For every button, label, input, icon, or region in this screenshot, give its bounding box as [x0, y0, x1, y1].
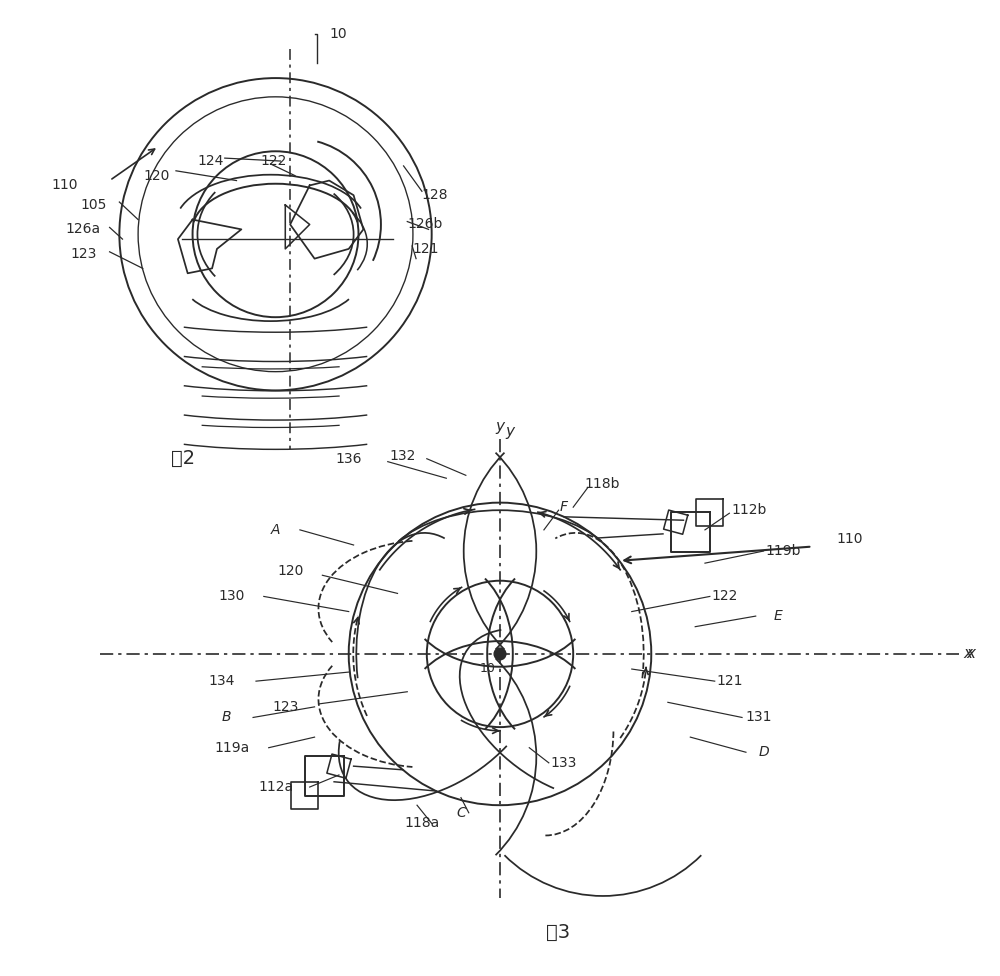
Text: 134: 134 — [209, 674, 235, 688]
Text: 123: 123 — [272, 700, 298, 713]
Text: 122: 122 — [711, 590, 738, 603]
Text: 120: 120 — [277, 564, 303, 578]
Text: 128: 128 — [422, 188, 448, 202]
Text: 118b: 118b — [585, 477, 620, 492]
Text: 122: 122 — [261, 154, 287, 168]
Circle shape — [494, 648, 506, 660]
Text: 112a: 112a — [258, 780, 293, 794]
Text: 118a: 118a — [404, 816, 440, 831]
Text: 110: 110 — [51, 179, 78, 192]
Text: 131: 131 — [745, 711, 772, 724]
Text: 110: 110 — [837, 532, 863, 546]
Text: C: C — [456, 806, 466, 820]
Text: 130: 130 — [218, 590, 245, 603]
Text: 133: 133 — [550, 755, 577, 770]
Text: 123: 123 — [71, 247, 97, 261]
Text: y: y — [496, 420, 505, 434]
Text: x: x — [967, 646, 976, 662]
Text: 112b: 112b — [731, 504, 767, 517]
Text: 136: 136 — [335, 452, 362, 466]
Text: F: F — [559, 500, 567, 514]
Text: 126a: 126a — [66, 223, 101, 236]
Text: E: E — [774, 609, 783, 623]
Text: D: D — [758, 746, 769, 759]
Text: 图2: 图2 — [171, 449, 195, 468]
Text: 121: 121 — [412, 242, 439, 256]
Text: 10: 10 — [329, 27, 347, 41]
Text: 119b: 119b — [765, 544, 801, 558]
Text: 121: 121 — [716, 674, 743, 688]
Text: 120: 120 — [144, 169, 170, 183]
Text: x: x — [964, 646, 973, 662]
Text: 124: 124 — [197, 154, 224, 168]
Text: 126b: 126b — [407, 218, 443, 231]
Text: 119a: 119a — [214, 741, 249, 754]
Text: A: A — [271, 523, 280, 537]
Text: B: B — [222, 711, 231, 724]
Text: 图3: 图3 — [546, 922, 571, 942]
Text: 105: 105 — [80, 198, 107, 212]
Text: 10: 10 — [479, 662, 495, 674]
Text: y: y — [505, 424, 514, 439]
Text: 132: 132 — [389, 449, 416, 463]
